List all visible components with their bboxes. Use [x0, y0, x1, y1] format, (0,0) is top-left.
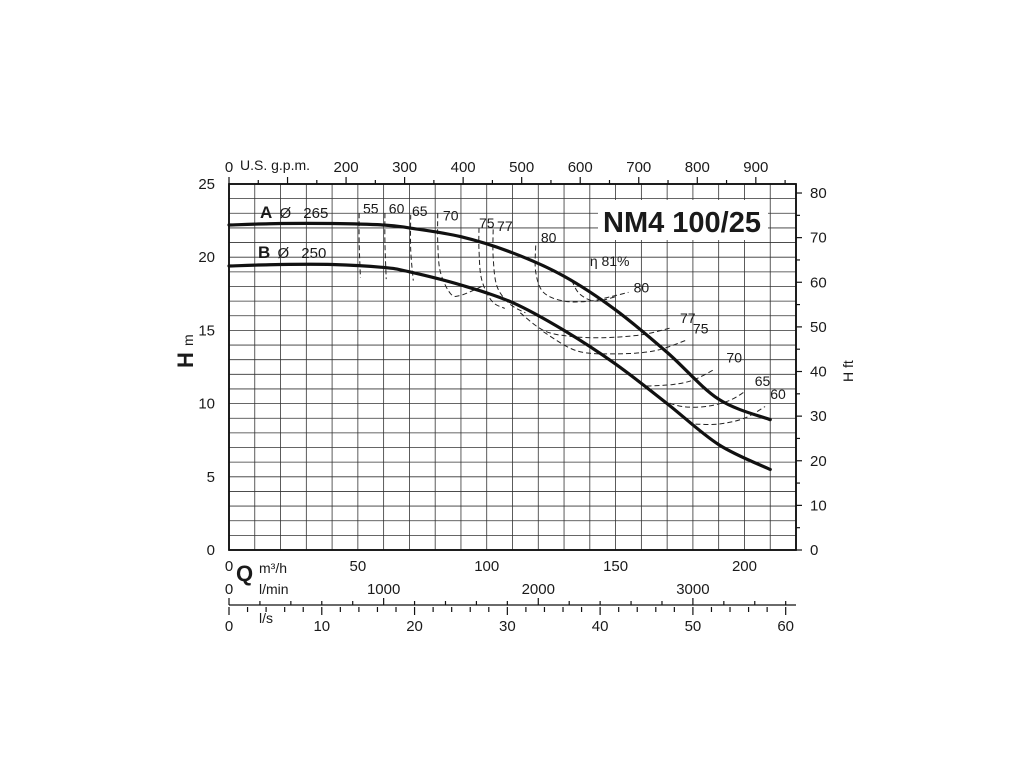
y-right-tick-label: 80 [810, 185, 827, 202]
x-ls-tick-label: 30 [499, 618, 516, 635]
efficiency-label: 75 [693, 320, 709, 336]
y-left-tick-label: 0 [207, 542, 215, 559]
efficiency-curve-77 [492, 229, 526, 314]
x-m3h-tick-label: 150 [603, 558, 628, 575]
curve-a-letter: A [260, 203, 272, 222]
x-gpm-tick-label: 300 [392, 159, 417, 176]
x-lmin-tick-label: 3000 [676, 581, 709, 598]
y-right-tick-label: 0 [810, 542, 818, 559]
y-right-tick-label: 20 [810, 453, 827, 470]
efficiency-curve-75b [543, 331, 686, 355]
chart-title: NM4 100/25 [603, 207, 761, 239]
x-gpm-tick-label: 800 [685, 159, 710, 176]
q-axis-letter: Q [236, 561, 253, 586]
x-gpm-tick-label: 400 [451, 159, 476, 176]
x-gpm-tick-label: 0 [225, 159, 233, 176]
efficiency-label: 60 [389, 200, 405, 216]
x-lmin-tick-label: 1000 [367, 581, 400, 598]
efficiency-label: 60 [770, 386, 786, 402]
curve-b-letter: B [258, 243, 270, 262]
curve-a-label: A Ø 265 [260, 203, 328, 222]
y-left-tick-label: 10 [198, 396, 215, 413]
efficiency-label: 70 [726, 350, 742, 366]
efficiency-curve-80 [534, 245, 629, 303]
h-axis-unit: m [180, 334, 196, 346]
y-left-tick-label: 15 [198, 322, 215, 339]
curve-b-symbol: Ø [277, 245, 289, 262]
title-background [598, 200, 768, 240]
ls-axis-unit: l/s [259, 610, 273, 626]
y-right-tick-label: 50 [810, 319, 827, 336]
m3h-axis-unit: m³/h [259, 560, 287, 576]
efficiency-label: 65 [412, 203, 428, 219]
efficiency-curve-55 [358, 213, 361, 278]
efficiency-curve-65b [661, 391, 745, 408]
efficiency-label: 70 [443, 208, 459, 224]
efficiency-label: 77 [497, 218, 513, 234]
x-ls-tick-label: 20 [406, 618, 423, 635]
plot-frame [228, 183, 797, 551]
efficiency-curve-70b [646, 369, 714, 387]
efficiency-label: 55 [363, 200, 379, 216]
x-m3h-tick-label: 50 [350, 558, 367, 575]
efficiency-curves [358, 213, 766, 426]
x-gpm-tick-label: 500 [509, 159, 534, 176]
x-lmin-tick-label: 2000 [522, 581, 555, 598]
efficiency-curve-81 [571, 280, 616, 302]
y-right-tick-label: 10 [810, 497, 827, 514]
efficiency-label: η 81% [590, 253, 630, 269]
performance-curve-a [227, 221, 772, 422]
efficiency-curve-75 [478, 227, 506, 309]
curve-b-diameter: 250 [301, 245, 326, 262]
y-right-tick-label: 30 [810, 408, 827, 425]
y-right-tick-label: 70 [810, 230, 827, 247]
x-gpm-tick-label: 700 [626, 159, 651, 176]
x-m3h-tick-label: 0 [225, 558, 233, 575]
y-right-tick-label: 40 [810, 364, 827, 381]
x-gpm-tick-label: 200 [334, 159, 359, 176]
gpm-axis-unit: U.S. g.p.m. [240, 157, 310, 173]
x-lmin-tick-label: 0 [225, 581, 233, 598]
x-gpm-tick-label: 600 [568, 159, 593, 176]
lmin-axis-unit: l/min [259, 581, 289, 597]
curve-a-symbol: Ø [279, 205, 291, 222]
hft-axis-label: H ft [840, 360, 856, 382]
x-ls-tick-label: 60 [777, 618, 794, 635]
x-ls-tick-label: 0 [225, 618, 233, 635]
efficiency-curve-60b [695, 406, 766, 426]
efficiency-label: 77 [680, 310, 696, 326]
efficiency-label: 80 [541, 230, 557, 246]
efficiency-label: 80 [634, 279, 650, 295]
performance-curves [227, 221, 772, 472]
curve-b-label: B Ø 250 [258, 243, 326, 262]
x-ls-tick-label: 40 [592, 618, 609, 635]
h-axis-letter: H [173, 352, 198, 368]
y-right-tick-label: 60 [810, 274, 827, 291]
efficiency-curve-60 [384, 213, 387, 280]
x-ls-tick-label: 50 [685, 618, 702, 635]
y-left-tick-label: 5 [207, 469, 215, 486]
x-ls-tick-label: 10 [313, 618, 330, 635]
y-left-tick-label: 25 [198, 176, 215, 193]
x-m3h-tick-label: 100 [474, 558, 499, 575]
efficiency-label: 65 [755, 373, 771, 389]
x-m3h-tick-label: 200 [732, 558, 757, 575]
performance-curve-b [227, 262, 772, 472]
efficiency-label: 75 [479, 215, 495, 231]
curve-a-diameter: 265 [303, 205, 328, 222]
x-gpm-tick-label: 900 [743, 159, 768, 176]
y-left-tick-label: 20 [198, 249, 215, 266]
efficiency-curve-70 [437, 213, 482, 297]
